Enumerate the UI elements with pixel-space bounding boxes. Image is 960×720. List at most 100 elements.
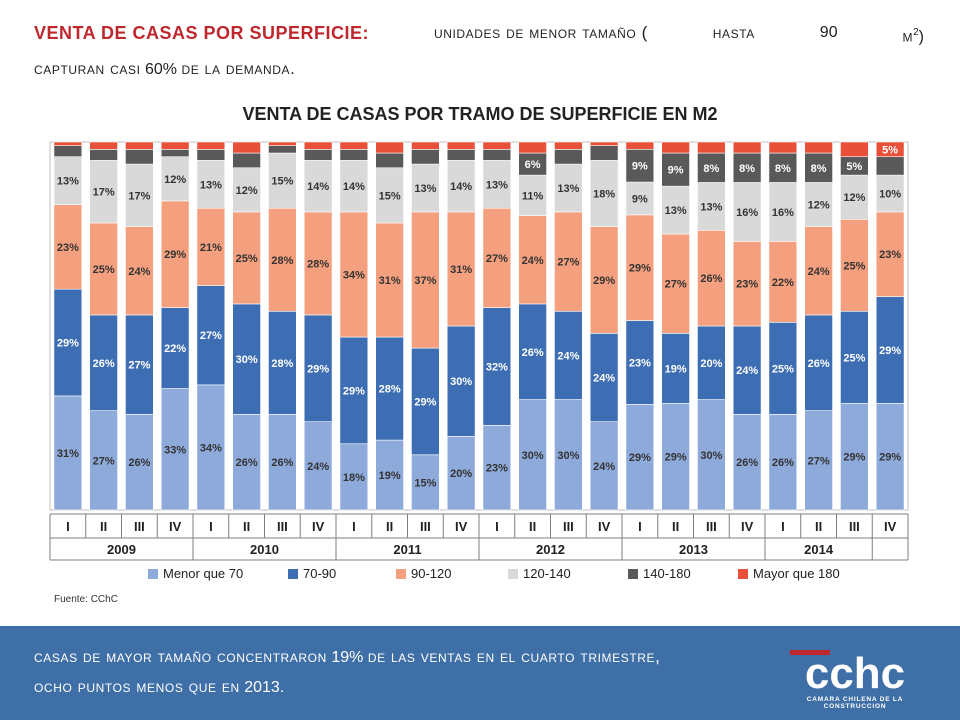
data-label: 24% xyxy=(522,255,544,267)
footer-text-year: 2013. xyxy=(244,679,285,696)
data-label: 8% xyxy=(739,163,755,175)
bar-segment xyxy=(697,182,726,231)
bar-segment xyxy=(804,152,833,183)
bar-segment xyxy=(768,182,798,242)
data-label: 30% xyxy=(700,450,722,462)
logo-accent-bar xyxy=(790,650,830,655)
bar-segment xyxy=(768,141,798,154)
bar-segment xyxy=(661,233,690,334)
bar-segment xyxy=(196,160,226,209)
bar-segment xyxy=(661,141,690,154)
data-label: 24% xyxy=(808,266,830,278)
bar-segment xyxy=(53,204,83,290)
data-label: 29% xyxy=(665,452,687,464)
data-label: 12% xyxy=(808,200,830,212)
data-label: 8% xyxy=(775,163,791,175)
bar-segment xyxy=(732,141,762,154)
plot-area xyxy=(49,141,909,511)
data-label: 24% xyxy=(736,365,758,377)
data-label: 29% xyxy=(629,263,651,275)
legend-label: Mayor que 180 xyxy=(753,566,840,581)
data-label: 26% xyxy=(808,358,830,370)
legend-label: Menor que 70 xyxy=(163,566,243,581)
data-label: 25% xyxy=(772,363,794,375)
data-label: 29% xyxy=(879,345,901,357)
quarter-tick-label: IV xyxy=(455,519,468,534)
data-label: 28% xyxy=(307,258,329,270)
bar-segment xyxy=(482,141,512,150)
bar-segment xyxy=(589,145,619,161)
bar-segment xyxy=(411,211,440,349)
data-label: 29% xyxy=(57,338,79,350)
bar-segment xyxy=(339,443,369,511)
data-label: 30% xyxy=(450,376,472,388)
quarter-tick-label: I xyxy=(66,519,70,534)
data-label: 20% xyxy=(450,468,472,480)
data-label: 27% xyxy=(93,455,115,467)
chart-source: Fuente: CChC xyxy=(54,594,118,605)
bar-segment xyxy=(411,163,440,213)
bar-segment xyxy=(589,333,619,422)
slide-title-paren: ) xyxy=(918,28,924,46)
bar-segment xyxy=(375,167,404,224)
bar-segment xyxy=(804,182,833,227)
data-label: 17% xyxy=(93,187,115,199)
bar-segment xyxy=(875,156,905,176)
bar-segment xyxy=(625,404,655,511)
cchc-logo-mark: cchc xyxy=(790,649,905,698)
bar-segment xyxy=(589,421,619,511)
data-label: 29% xyxy=(843,452,865,464)
bar-segment xyxy=(732,152,762,183)
bar-segment xyxy=(840,141,869,158)
data-label: 34% xyxy=(343,269,365,281)
bar-segment xyxy=(518,303,547,400)
data-label: 12% xyxy=(164,174,186,186)
bar-segment xyxy=(446,160,476,213)
bar-segment xyxy=(339,149,369,161)
data-label: 23% xyxy=(57,242,79,254)
bar-segment xyxy=(53,288,83,397)
data-label: 27% xyxy=(486,253,508,265)
bar-segment xyxy=(339,336,369,445)
bar-segment xyxy=(303,421,333,511)
bar-segment xyxy=(303,141,333,150)
legend-swatch xyxy=(508,569,518,579)
slide-title-bold: VENTA DE CASAS POR SUPERFICIE: xyxy=(34,23,370,43)
bar-segment xyxy=(375,439,404,511)
data-label: 9% xyxy=(668,165,684,177)
quarter-tick-label: III xyxy=(134,519,145,534)
bar-segment xyxy=(268,414,297,511)
data-label: 28% xyxy=(271,358,293,370)
bar-segment xyxy=(446,149,476,161)
data-label: 17% xyxy=(128,190,150,202)
data-label: 12% xyxy=(843,192,865,204)
bar-segment xyxy=(411,347,440,456)
slide-title-part-2: hasta xyxy=(712,23,755,42)
data-label: 33% xyxy=(164,444,186,456)
legend-label: 120-140 xyxy=(523,566,571,581)
slide-title-line-2: capturan casi 60% de la demanda. xyxy=(34,54,924,85)
bar-segment xyxy=(589,226,619,334)
bar-segment xyxy=(160,149,190,158)
bar-segment xyxy=(554,211,583,312)
data-label: 27% xyxy=(665,279,687,291)
data-label: 9% xyxy=(632,193,648,205)
bar-segment xyxy=(375,336,404,441)
bar-segment xyxy=(554,399,583,511)
data-label: 22% xyxy=(164,343,186,355)
bar-segment xyxy=(375,222,404,338)
year-label: 2009 xyxy=(107,542,136,557)
data-label: 30% xyxy=(236,354,258,366)
data-label: 32% xyxy=(486,361,508,373)
cchc-logo: cchc CAMARA CHILENA DE LA CONSTRUCCION xyxy=(780,644,930,710)
bar-segment xyxy=(268,152,297,209)
data-label: 8% xyxy=(703,163,719,175)
bar-segment xyxy=(89,141,118,150)
bar-segment xyxy=(518,215,547,305)
bar-segment xyxy=(303,160,333,213)
quarter-tick-label: I xyxy=(638,519,642,534)
chart-title: VENTA DE CASAS POR TRAMO DE SUPERFICIE E… xyxy=(242,104,718,124)
bar-segment xyxy=(732,241,762,327)
data-label: 24% xyxy=(128,266,150,278)
bar-segment xyxy=(196,141,226,150)
